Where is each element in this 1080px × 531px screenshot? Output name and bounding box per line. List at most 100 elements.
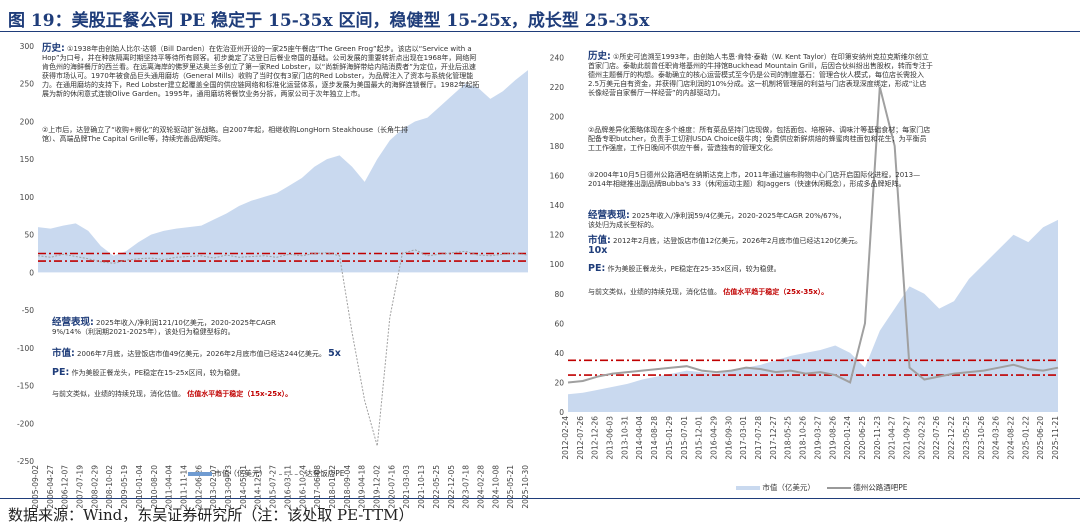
left-xtick-21: 2018-09-04 [343, 465, 352, 509]
right-xtick-27: 2023-05-25 [962, 416, 971, 460]
right-mv-label: 市值: [588, 235, 611, 246]
left-area-series [38, 70, 528, 273]
right-history-text2: ②品牌差异化策略体现在多个维度：所有菜品坚持门店现做，包括面包、培根碎、调味汁等… [588, 126, 931, 152]
right-legend-line-swatch [826, 487, 851, 489]
left-xtick-15: 2014-12-11 [254, 465, 263, 509]
right-ytick-4: 80 [554, 290, 564, 299]
right-xtick-3: 2013-06-03 [606, 416, 615, 460]
right-history-text3: ③2004年10月5日德州公路酒吧在纳斯达克上市，2011年通过遍布购物中心门店… [588, 171, 921, 188]
right-ytick-1: 20 [554, 378, 564, 387]
right-xtick-15: 2018-05-25 [784, 416, 793, 460]
right-xtick-16: 2018-10-26 [799, 416, 808, 460]
left-ytick-0: -250 [17, 457, 34, 466]
right-xtick-12: 2017-03-01 [739, 416, 748, 460]
left-history-label: 历史: [42, 43, 65, 54]
left-xtick-8: 2010-08-20 [150, 465, 159, 509]
right-xtick-13: 2017-07-28 [754, 416, 763, 460]
left-ytick-9: 200 [20, 117, 35, 126]
right-perf-label: 经营表现: [588, 210, 630, 221]
right-legend: 市值（亿美元） 德州公路酒吧PE [736, 482, 907, 493]
right-conclusion-text: 与前文类似，业绩的持续兑现，消化估值。 [588, 288, 721, 296]
right-ytick-9: 180 [550, 142, 565, 151]
right-mv-block: 市值: 2012年2月底，达登饭店市值12亿美元，2026年2月底市值已经达12… [588, 236, 868, 256]
left-xtick-7: 2010-01-04 [135, 465, 144, 509]
right-xtick-11: 2016-09-30 [724, 416, 733, 460]
left-xtick-12: 2013-02-07 [209, 465, 218, 509]
right-xtick-1: 2012-07-26 [576, 416, 585, 460]
right-chart-panel: 0 20 40 60 80 100 120 140 160 180 200 220 240 2012-02… [546, 36, 1076, 495]
right-ytick-6: 120 [550, 231, 565, 240]
left-mv-multiple: 5x [328, 348, 341, 359]
left-legend-area-label: 市值（亿美元） [214, 469, 267, 478]
left-legend-line-label: 达登饭店PE [305, 469, 345, 478]
right-perf-block: 经营表现: 2025年收入/净利润59/4亿美元，2020-2025年CAGR … [588, 211, 848, 230]
left-ytick-7: 100 [20, 193, 35, 202]
right-conclusion-highlight: 估值水平趋于稳定（25x-35x）。 [723, 288, 829, 296]
source-footer: 数据来源：Wind，东吴证券研究所（注：该处取 PE-TTM） [8, 506, 414, 524]
left-conclusion-highlight: 估值水平趋于稳定（15x-25x）。 [187, 390, 293, 398]
right-conclusion-block: 与前文类似，业绩的持续兑现，消化估值。 估值水平趋于稳定（25x-35x）。 [588, 288, 888, 297]
left-xtick-32: 2025-05-21 [506, 465, 515, 509]
left-pe-label: PE: [52, 367, 70, 378]
right-history-block: 历史: ①所史可追溯至1993年，由创始人韦恩·肯特·泰勒（W. Kent Ta… [588, 52, 933, 98]
left-xtick-2: 2006-12-07 [61, 465, 70, 509]
left-history-text2: ②上市后，达登确立了“收购+孵化”的双轮驱动扩张战略。自2007年起，相继收购L… [42, 126, 409, 143]
right-xtick-20: 2020-06-25 [858, 416, 867, 460]
left-ytick-6: 50 [24, 231, 34, 240]
right-xtick-29: 2024-03-26 [992, 416, 1001, 460]
left-perf-label: 经营表现: [52, 317, 94, 328]
left-xtick-24: 2020-07-16 [387, 465, 396, 509]
right-legend-line-label: 德州公路酒吧PE [853, 483, 908, 492]
right-xtick-7: 2015-01-29 [665, 416, 674, 460]
left-ytick-5: 0 [29, 268, 34, 277]
right-xtick-25: 2022-07-26 [932, 416, 941, 460]
right-ytick-2: 40 [554, 349, 564, 358]
right-mv-multiple: 10x [588, 245, 608, 256]
right-xtick-0: 2012-02-24 [561, 416, 570, 460]
right-xtick-17: 2019-03-27 [813, 416, 822, 460]
left-xtick-16: 2015-07-27 [269, 465, 278, 509]
right-xtick-6: 2014-08-28 [650, 416, 659, 460]
left-xtick-33: 2025-10-30 [521, 465, 530, 509]
left-xtick-19: 2017-06-08 [313, 465, 322, 509]
right-xtick-5: 2014-04-04 [635, 416, 644, 460]
left-chart-panel: -250 -200 -150 -100 -50 0 50 100 150 200 250 300 200… [8, 36, 538, 509]
right-perf-text: 2025年收入/净利润59/4亿美元，2020-2025年CAGR 20%/67… [588, 212, 846, 229]
left-mv-block: 市值: 2006年7月底，达登饭店市值49亿美元，2026年2月底市值已经达24… [52, 349, 352, 359]
left-ytick-2: -150 [17, 382, 34, 391]
right-pe-label: PE: [588, 263, 606, 274]
left-xtick-28: 2022-12-05 [447, 465, 456, 509]
left-xtick-23: 2019-12-02 [373, 465, 382, 509]
left-ytick-1: -200 [17, 419, 34, 428]
left-xtick-9: 2011-04-04 [165, 465, 174, 509]
left-ytick-3: -100 [17, 344, 34, 353]
right-xtick-28: 2023-10-26 [977, 416, 986, 460]
left-xtick-11: 2012-06-26 [194, 465, 203, 509]
right-xtick-22: 2021-04-27 [888, 416, 897, 460]
left-mv-text: 2006年7月底，达登饭店市值49亿美元，2026年2月底市值已经达244亿美元… [77, 350, 326, 358]
left-xtick-22: 2019-04-18 [358, 465, 367, 509]
left-xtick-20: 2018-01-22 [328, 465, 337, 509]
left-xtick-10: 2011-11-14 [179, 465, 188, 509]
left-history-block: 历史: ①1938年由创始人比尔·达顿（Bill Darden）在佐治亚州开设的… [42, 44, 482, 99]
right-ytick-12: 240 [550, 53, 565, 62]
right-pe-block: PE: 作为美股正餐龙头，PE稳定在25-35x区间，较为稳健。 [588, 264, 868, 274]
left-xtick-5: 2008-10-02 [105, 465, 114, 509]
left-pe-block: PE: 作为美股正餐龙头，PE稳定在15-25x区间，较为稳健。 [52, 368, 352, 378]
right-ytick-5: 100 [550, 260, 565, 269]
left-xtick-3: 2007-07-19 [76, 465, 85, 509]
title-rule [0, 31, 1080, 32]
left-xtick-13: 2013-09-23 [224, 465, 233, 509]
figure-title: 图 19：美股正餐公司 PE 稳定于 15-35x 区间，稳健型 15-25x，… [8, 11, 650, 31]
left-xtick-18: 2016-10-24 [298, 465, 307, 509]
right-history-label: 历史: [588, 51, 611, 62]
right-xtick-4: 2013-10-31 [620, 416, 629, 460]
right-xtick-18: 2019-08-26 [828, 416, 837, 460]
right-xtick-30: 2024-08-22 [1006, 416, 1015, 460]
right-ytick-3: 60 [554, 319, 564, 328]
left-xtick-25: 2021-03-03 [402, 465, 411, 509]
left-xtick-4: 2008-02-29 [90, 465, 99, 509]
left-chart-svg: -250 -200 -150 -100 -50 0 50 100 150 200 250 300 200… [17, 42, 530, 509]
left-ytick-4: -50 [22, 306, 34, 315]
left-xtick-1: 2006-04-27 [46, 465, 55, 509]
